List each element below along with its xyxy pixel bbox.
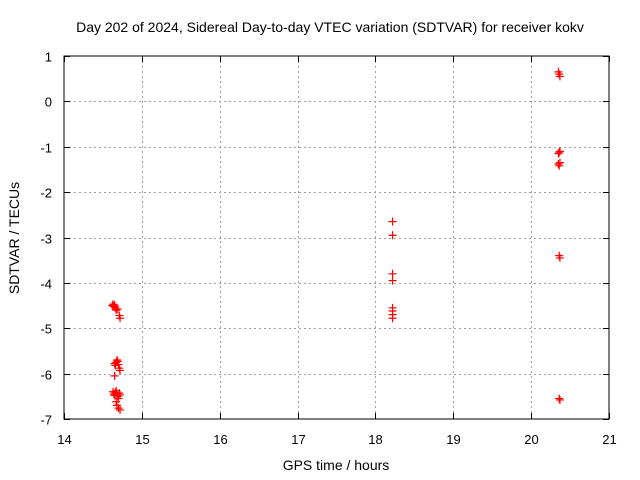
data-point <box>555 147 564 156</box>
x-tick-label: 20 <box>524 432 538 447</box>
y-tick-label: -7 <box>40 413 52 428</box>
data-point <box>114 360 123 369</box>
y-tick-label: -1 <box>40 141 52 156</box>
y-tick-label: -4 <box>40 277 52 292</box>
data-point <box>114 404 123 413</box>
data-point <box>115 389 124 398</box>
x-tick-label: 18 <box>368 432 382 447</box>
data-point <box>388 269 397 278</box>
x-tick-label: 16 <box>213 432 227 447</box>
chart-title: Day 202 of 2024, Sidereal Day-to-day VTE… <box>76 19 584 35</box>
data-point <box>116 366 125 375</box>
y-axis-label: SDTVAR / TECUs <box>6 182 22 294</box>
data-point <box>388 314 397 323</box>
data-point <box>388 276 397 285</box>
y-tick-label: -3 <box>40 232 52 247</box>
data-point <box>555 253 564 262</box>
data-point <box>555 394 564 403</box>
data-point <box>388 231 397 240</box>
data-point <box>116 390 125 399</box>
data-point <box>112 397 121 406</box>
data-point <box>112 306 121 315</box>
x-tick-label: 15 <box>135 432 149 447</box>
data-point <box>113 305 122 314</box>
data-point <box>112 356 121 365</box>
data-points <box>108 67 564 414</box>
plot-area-frame <box>63 55 610 420</box>
grid-lines <box>64 56 609 419</box>
data-point <box>110 371 119 380</box>
x-tick-label: 14 <box>57 432 71 447</box>
data-point <box>116 314 125 323</box>
y-tick-label: -2 <box>40 186 52 201</box>
x-tick-label: 21 <box>602 432 616 447</box>
data-point <box>555 161 564 170</box>
y-tick-label: 0 <box>45 95 52 110</box>
data-point <box>555 148 564 157</box>
tick-labels: 14 15 16 17 18 19 20 21 1 0 -1 -2 -3 -4 -5 -6 -7 <box>40 50 616 448</box>
y-tick-label: -6 <box>40 368 52 383</box>
data-point <box>388 217 397 226</box>
data-point <box>555 395 564 404</box>
y-tick-label: 1 <box>45 50 52 65</box>
data-point <box>555 72 564 81</box>
data-point <box>116 405 125 414</box>
y-tick-label: -5 <box>40 322 52 337</box>
data-point <box>554 159 563 168</box>
x-tick-label: 19 <box>446 432 460 447</box>
x-axis-label: GPS time / hours <box>283 457 390 473</box>
axis-ticks <box>64 56 610 420</box>
x-tick-label: 17 <box>291 432 305 447</box>
